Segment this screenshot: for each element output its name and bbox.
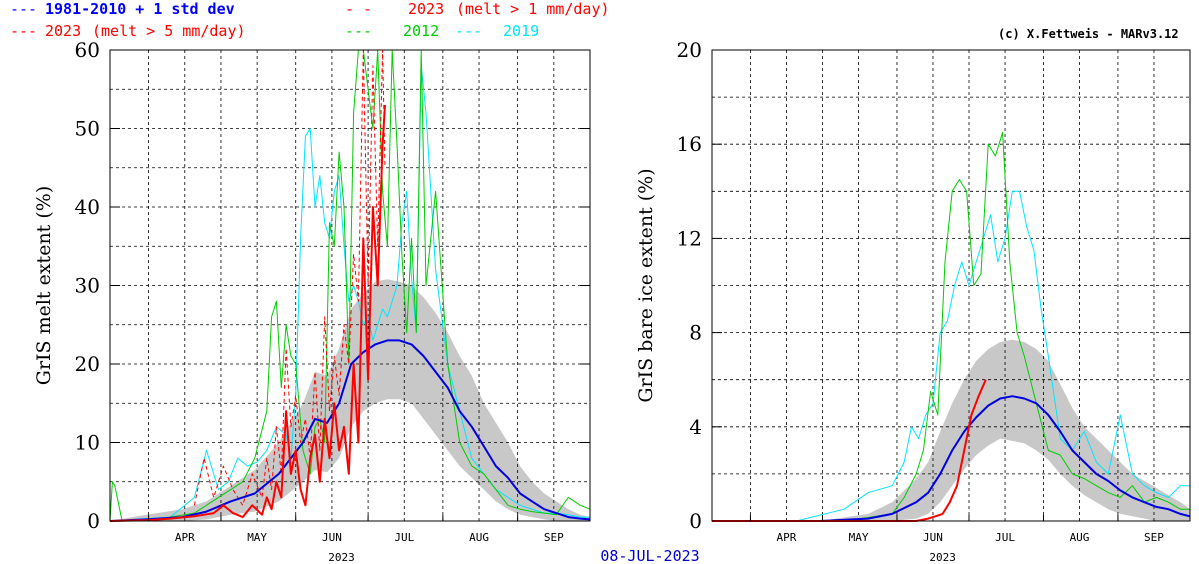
std-dev-band: [712, 339, 1190, 521]
y-tick-label: 20: [75, 352, 100, 376]
y-tick-label: 4: [689, 415, 702, 439]
x-month-label: APR: [777, 531, 797, 544]
x-month-label: APR: [175, 531, 195, 544]
series-line-mean: [712, 395, 1191, 522]
legend-dash: ---: [10, 0, 37, 18]
x-axis-label: 2023: [328, 551, 355, 564]
legend-extra-2023-5mm: (melt > 5 mm/day): [92, 22, 246, 40]
footer-date: 08-JUL-2023: [600, 547, 699, 564]
x-month-label: JUL: [394, 531, 414, 544]
legend-label-2019: 2019: [503, 22, 539, 40]
legend-label-mean: 1981-2010 + 1 std dev: [45, 0, 235, 18]
x-month-label: JUN: [923, 531, 943, 544]
x-month-label: AUG: [469, 531, 489, 544]
series-line-2019: [712, 190, 1190, 522]
x-month-label: MAY: [247, 531, 267, 544]
legend: --- 1981-2010 + 1 std dev - - 2023 (melt…: [10, 0, 610, 40]
legend-label-2012: 2012: [403, 22, 439, 40]
y-tick-label: 20: [677, 38, 702, 62]
y-tick-label: 12: [677, 226, 702, 250]
y-tick-label: 0: [689, 509, 702, 533]
y-tick-label: 30: [75, 274, 100, 298]
y-tick-label: 10: [75, 431, 100, 455]
y-tick-label: 40: [75, 195, 100, 219]
series-line-mean: [109, 339, 591, 522]
x-axis-label: 2023: [929, 551, 956, 564]
plot-frame: [711, 49, 1191, 522]
grid: [712, 50, 1190, 521]
y-tick-label: 8: [689, 321, 702, 345]
y-tick-label: 50: [75, 117, 100, 141]
legend-label-2023-1mm: 2023: [408, 0, 444, 18]
legend-extra-2023-1mm: (melt > 1 mm/day): [456, 0, 610, 18]
x-month-label: AUG: [1070, 531, 1090, 544]
legend-label-2023-5mm: 2023: [45, 22, 81, 40]
series-line-melt5: [109, 104, 386, 522]
x-month-label: JUL: [995, 531, 1015, 544]
std-dev-band: [110, 279, 590, 521]
x-month-label: MAY: [849, 531, 869, 544]
credit-text: (c) X.Fettweis - MARv3.12: [998, 27, 1179, 41]
legend-dash: ---: [455, 22, 482, 40]
bare-ice-panel: 0 4 8 12 16 20 GrIS bare ice extent (%) APR MAY J…: [635, 38, 1191, 564]
y-tick-label: 60: [75, 38, 100, 62]
x-month-label: SEP: [1144, 531, 1164, 544]
y-axis-label: GrIS bare ice extent (%): [635, 168, 657, 402]
y-tick-label: 16: [677, 132, 702, 156]
legend-dash: - -: [345, 0, 372, 18]
x-month-label: SEP: [544, 531, 564, 544]
legend-dash: ---: [10, 22, 37, 40]
x-month-label: JUN: [322, 531, 342, 544]
legend-dash: ---: [345, 22, 372, 40]
series-line-2012: [712, 131, 1190, 522]
melt-extent-panel: 0 10 20 30 40 50 60 GrIS melt extent (%) APR MAY J…: [33, 38, 591, 564]
series-line-melt1: [193, 49, 386, 506]
y-axis-label: GrIS melt extent (%): [33, 186, 55, 385]
y-tick-label: 0: [87, 509, 100, 533]
